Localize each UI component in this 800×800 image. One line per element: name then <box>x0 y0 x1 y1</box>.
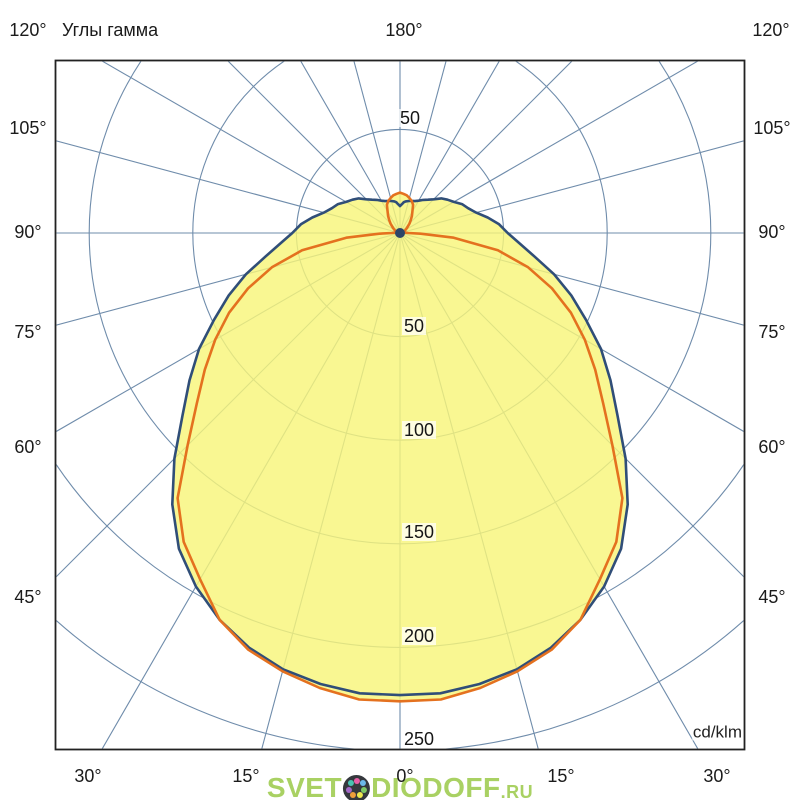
gamma-label-right-45°: 45° <box>758 587 786 607</box>
gamma-label-120-top-left: 120° <box>9 20 47 40</box>
gamma-label-bottom-15°: 15° <box>232 766 260 786</box>
gamma-label-bottom-30°: 30° <box>74 766 102 786</box>
gamma-label-left-105°: 105° <box>9 118 47 138</box>
watermark-logo-dot <box>346 786 353 793</box>
gamma-label-180-top: 180° <box>385 20 423 40</box>
gamma-label-right-75°: 75° <box>758 322 786 342</box>
watermark-logo-dot <box>360 786 367 793</box>
radial-scale-label-3: 150 <box>402 522 437 542</box>
gamma-label-right-105°: 105° <box>753 118 791 138</box>
chart-title: Углы гамма <box>62 20 159 40</box>
gamma-label-right-60°: 60° <box>758 437 786 457</box>
polar-center-dot <box>395 228 405 238</box>
curve-c90-plane <box>171 197 629 697</box>
radial-scale-label-0: 50 <box>398 108 423 128</box>
watermark-logo-dot <box>356 791 363 798</box>
gamma-label-120-top-right: 120° <box>752 20 790 40</box>
watermark-svetodiodoff: SVET DIODOFF .RU <box>267 774 533 800</box>
gamma-label-right-90°: 90° <box>758 222 786 242</box>
watermark-text-svet: SVET <box>266 772 343 800</box>
gamma-label-left-60°: 60° <box>14 437 42 457</box>
radial-scale-label-4: 200 <box>402 626 437 646</box>
watermark-logo-dot <box>347 780 354 787</box>
gamma-label-bottom-30°: 30° <box>703 766 731 786</box>
watermark-logo-dot <box>359 780 366 787</box>
gamma-label-bottom-15°: 15° <box>547 766 575 786</box>
curve-c0-plane <box>176 191 624 703</box>
radial-scale-label-1: 50 <box>402 316 427 336</box>
watermark-text-diodoff: DIODOFF <box>371 772 501 800</box>
watermark-logo-dot <box>353 777 360 784</box>
radial-scale-label-5: 250 <box>402 729 437 749</box>
unit-label: cd/klm <box>691 722 743 742</box>
radial-scale-label-2: 100 <box>402 420 437 440</box>
chart-frame <box>54 59 746 751</box>
watermark-logo-dot <box>350 791 357 798</box>
gamma-label-left-75°: 75° <box>14 322 42 342</box>
gamma-label-left-90°: 90° <box>14 222 42 242</box>
gamma-label-left-45°: 45° <box>14 587 42 607</box>
watermark-logo-icon <box>343 774 371 800</box>
watermark-text-ru: .RU <box>500 782 534 800</box>
gamma-label-bottom-0°: 0° <box>396 766 414 786</box>
